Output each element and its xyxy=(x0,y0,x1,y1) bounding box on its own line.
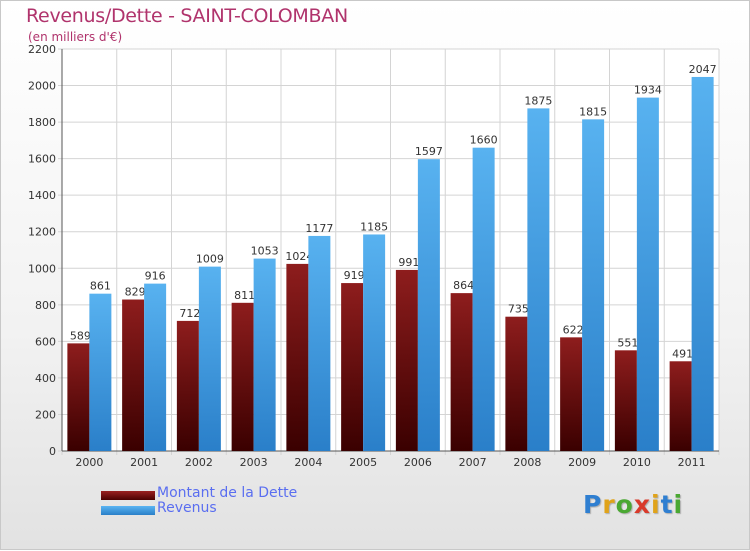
data-label-dette: 712 xyxy=(179,307,200,320)
chart-title: Revenus/Dette - SAINT-COLOMBAN xyxy=(26,5,348,27)
bar-dette xyxy=(176,320,199,451)
bar-revenus xyxy=(308,235,331,451)
bar-revenus xyxy=(253,258,276,451)
data-label-dette: 735 xyxy=(508,303,529,316)
data-label-dette: 589 xyxy=(70,329,91,342)
x-tick-label: 2005 xyxy=(349,456,377,469)
y-tick-label: 0 xyxy=(49,445,56,458)
legend-swatch-dette xyxy=(101,491,155,500)
bar-revenus xyxy=(472,147,495,451)
bar-revenus xyxy=(582,119,605,451)
x-tick-label: 2008 xyxy=(513,456,541,469)
data-label-revenus: 1053 xyxy=(251,245,279,258)
x-tick-label: 2003 xyxy=(240,456,268,469)
bar-dette xyxy=(505,316,528,451)
data-label-dette: 991 xyxy=(398,256,419,269)
bar-dette xyxy=(560,337,583,451)
bar-dette xyxy=(341,283,364,451)
data-label-revenus: 1934 xyxy=(634,84,662,97)
y-tick-label: 1200 xyxy=(28,226,56,239)
y-tick-label: 1000 xyxy=(28,262,56,275)
x-tick-label: 2004 xyxy=(294,456,322,469)
data-label-revenus: 2047 xyxy=(689,63,717,76)
bar-dette xyxy=(67,343,90,451)
logo-letter: i xyxy=(673,490,684,519)
y-tick-label: 2200 xyxy=(28,43,56,56)
bar-revenus xyxy=(636,97,659,451)
bar-dette xyxy=(614,350,637,451)
y-tick-label: 600 xyxy=(35,335,56,348)
bar-dette xyxy=(450,293,473,451)
data-label-revenus: 1815 xyxy=(579,105,607,118)
x-tick-label: 2007 xyxy=(459,456,487,469)
y-tick-label: 800 xyxy=(35,299,56,312)
proxiti-logo: Proxiti xyxy=(583,490,683,519)
bar-revenus xyxy=(691,76,714,451)
logo-letter: o xyxy=(615,490,634,519)
bar-revenus xyxy=(527,108,550,452)
bar-revenus xyxy=(198,266,221,451)
x-tick-label: 2000 xyxy=(75,456,103,469)
data-label-revenus: 1009 xyxy=(196,253,224,266)
legend-swatch-revenus xyxy=(101,506,155,515)
data-label-revenus: 1177 xyxy=(305,222,333,235)
y-tick-label: 200 xyxy=(35,408,56,421)
data-label-dette: 864 xyxy=(453,279,474,292)
bar-dette xyxy=(669,361,692,451)
y-tick-label: 2000 xyxy=(28,80,56,93)
x-tick-label: 2001 xyxy=(130,456,158,469)
data-label-revenus: 861 xyxy=(90,280,111,293)
bar-dette xyxy=(395,269,418,451)
data-label-revenus: 1660 xyxy=(470,134,498,147)
logo-letter: r xyxy=(602,490,616,519)
data-label-dette: 491 xyxy=(672,347,693,360)
x-tick-label: 2009 xyxy=(568,456,596,469)
data-label-revenus: 1597 xyxy=(415,145,443,158)
logo-letter: i xyxy=(651,490,661,519)
x-tick-label: 2006 xyxy=(404,456,432,469)
y-tick-label: 1400 xyxy=(28,189,56,202)
x-tick-label: 2002 xyxy=(185,456,213,469)
bar-revenus xyxy=(144,283,167,451)
data-label-dette: 1024 xyxy=(285,250,313,263)
logo-letter: P xyxy=(583,490,603,519)
data-label-revenus: 1875 xyxy=(524,94,552,107)
x-tick-label: 2011 xyxy=(678,456,706,469)
data-label-revenus: 916 xyxy=(145,270,166,283)
legend-label-dette: Montant de la Dette xyxy=(157,485,298,501)
data-label-dette: 811 xyxy=(234,289,255,302)
logo-letter: t xyxy=(660,490,674,519)
data-label-dette: 829 xyxy=(125,286,146,299)
y-tick-label: 1800 xyxy=(28,116,56,129)
bar-dette xyxy=(122,299,145,451)
y-tick-label: 400 xyxy=(35,372,56,385)
logo-letter: x xyxy=(633,490,651,519)
bar-revenus xyxy=(363,234,386,451)
legend-label-revenus: Revenus xyxy=(157,500,217,516)
data-label-dette: 919 xyxy=(344,269,365,282)
data-label-revenus: 1185 xyxy=(360,220,388,233)
x-tick-label: 2010 xyxy=(623,456,651,469)
bar-revenus xyxy=(89,293,112,451)
bar-dette xyxy=(286,263,309,451)
data-label-dette: 622 xyxy=(563,323,584,336)
data-label-dette: 551 xyxy=(617,336,638,349)
y-tick-label: 1600 xyxy=(28,153,56,166)
chart-subtitle: (en milliers d'€) xyxy=(28,30,123,44)
bar-revenus xyxy=(417,159,440,451)
bar-dette xyxy=(231,302,254,451)
